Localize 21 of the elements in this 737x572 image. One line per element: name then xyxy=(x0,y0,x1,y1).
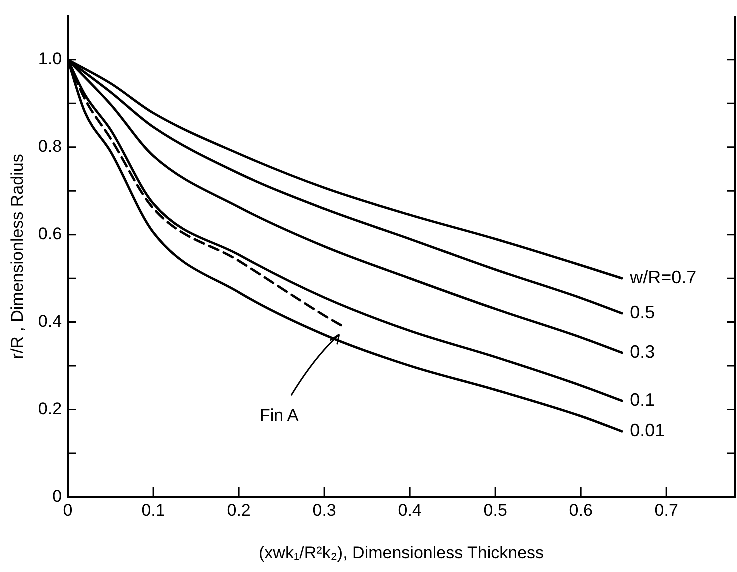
y-tick-label: 1.0 xyxy=(38,50,62,69)
series-label: 0.01 xyxy=(630,420,666,441)
y-tick-label: 0.6 xyxy=(38,224,62,244)
x-tick-label: 0.2 xyxy=(227,501,251,520)
x-axis-title: (xwk₁/R²k₂), Dimensionless Thickness xyxy=(259,543,544,562)
series-label: 0.5 xyxy=(630,302,656,323)
y-tick-label: 0.8 xyxy=(38,137,62,156)
x-tick-label: 0.5 xyxy=(484,501,508,520)
y-axis-title: r/R , Dimensionless Radius xyxy=(8,154,27,360)
y-tick-label: 0.2 xyxy=(38,399,62,418)
annotation: Fin A xyxy=(260,406,300,425)
series-label: 0.1 xyxy=(630,390,656,410)
x-tick-label: 0.3 xyxy=(312,501,336,520)
series-label: 0.3 xyxy=(630,342,656,362)
y-tick-label: 0 xyxy=(52,486,62,506)
x-tick-label: 0.1 xyxy=(142,501,166,520)
x-tick-label: 0.4 xyxy=(398,501,422,520)
legend-label: w/R=0.7 xyxy=(629,268,697,288)
x-tick-label: 0.6 xyxy=(569,501,593,520)
x-tick-label: 0.7 xyxy=(654,501,678,520)
y-tick-label: 0.4 xyxy=(38,312,62,331)
